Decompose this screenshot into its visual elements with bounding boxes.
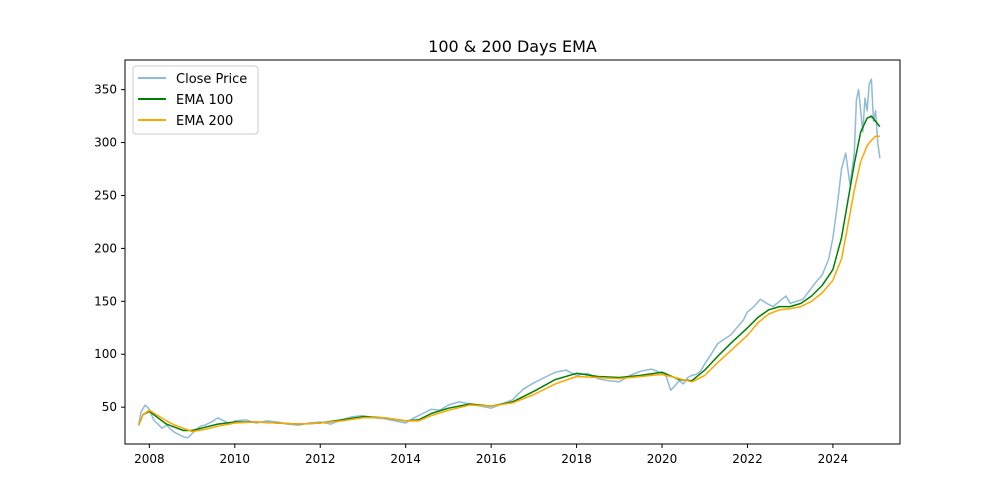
y-tick-label: 50 (102, 400, 117, 414)
x-tick-label: 2024 (818, 452, 849, 466)
x-tick-label: 2020 (647, 452, 678, 466)
y-tick-label: 300 (94, 136, 117, 150)
x-tick-label: 2022 (732, 452, 763, 466)
legend: Close Price EMA 100 EMA 200 (132, 65, 259, 135)
y-tick-label: 150 (94, 294, 117, 308)
x-tick-label: 2018 (561, 452, 592, 466)
y-tick-label: 250 (94, 188, 117, 202)
x-tick-label: 2014 (390, 452, 421, 466)
legend-label: EMA 200 (176, 114, 233, 129)
x-tick-label: 2008 (134, 452, 165, 466)
y-tick-label: 200 (94, 241, 117, 255)
chart-title: 100 & 200 Days EMA (428, 37, 597, 56)
series-line-ema-200 (138, 135, 880, 433)
legend-box (132, 65, 259, 135)
y-tick-label: 350 (94, 83, 117, 97)
y-tick-label: 100 (94, 347, 117, 361)
plot-frame (124, 59, 901, 445)
x-axis: 2008 2010 2012 2014 2016 2018 2020 2022 2024 (134, 444, 848, 466)
y-axis: 50 100 150 200 250 300 350 (94, 83, 125, 414)
series-line-close-price (137, 78, 881, 439)
x-tick-label: 2012 (305, 452, 336, 466)
legend-label: EMA 100 (176, 93, 233, 108)
x-tick-label: 2010 (220, 452, 251, 466)
x-tick-label: 2016 (476, 452, 507, 466)
series-line-ema-100 (138, 115, 881, 432)
plot-area (137, 78, 881, 439)
legend-label: Close Price (176, 72, 247, 87)
